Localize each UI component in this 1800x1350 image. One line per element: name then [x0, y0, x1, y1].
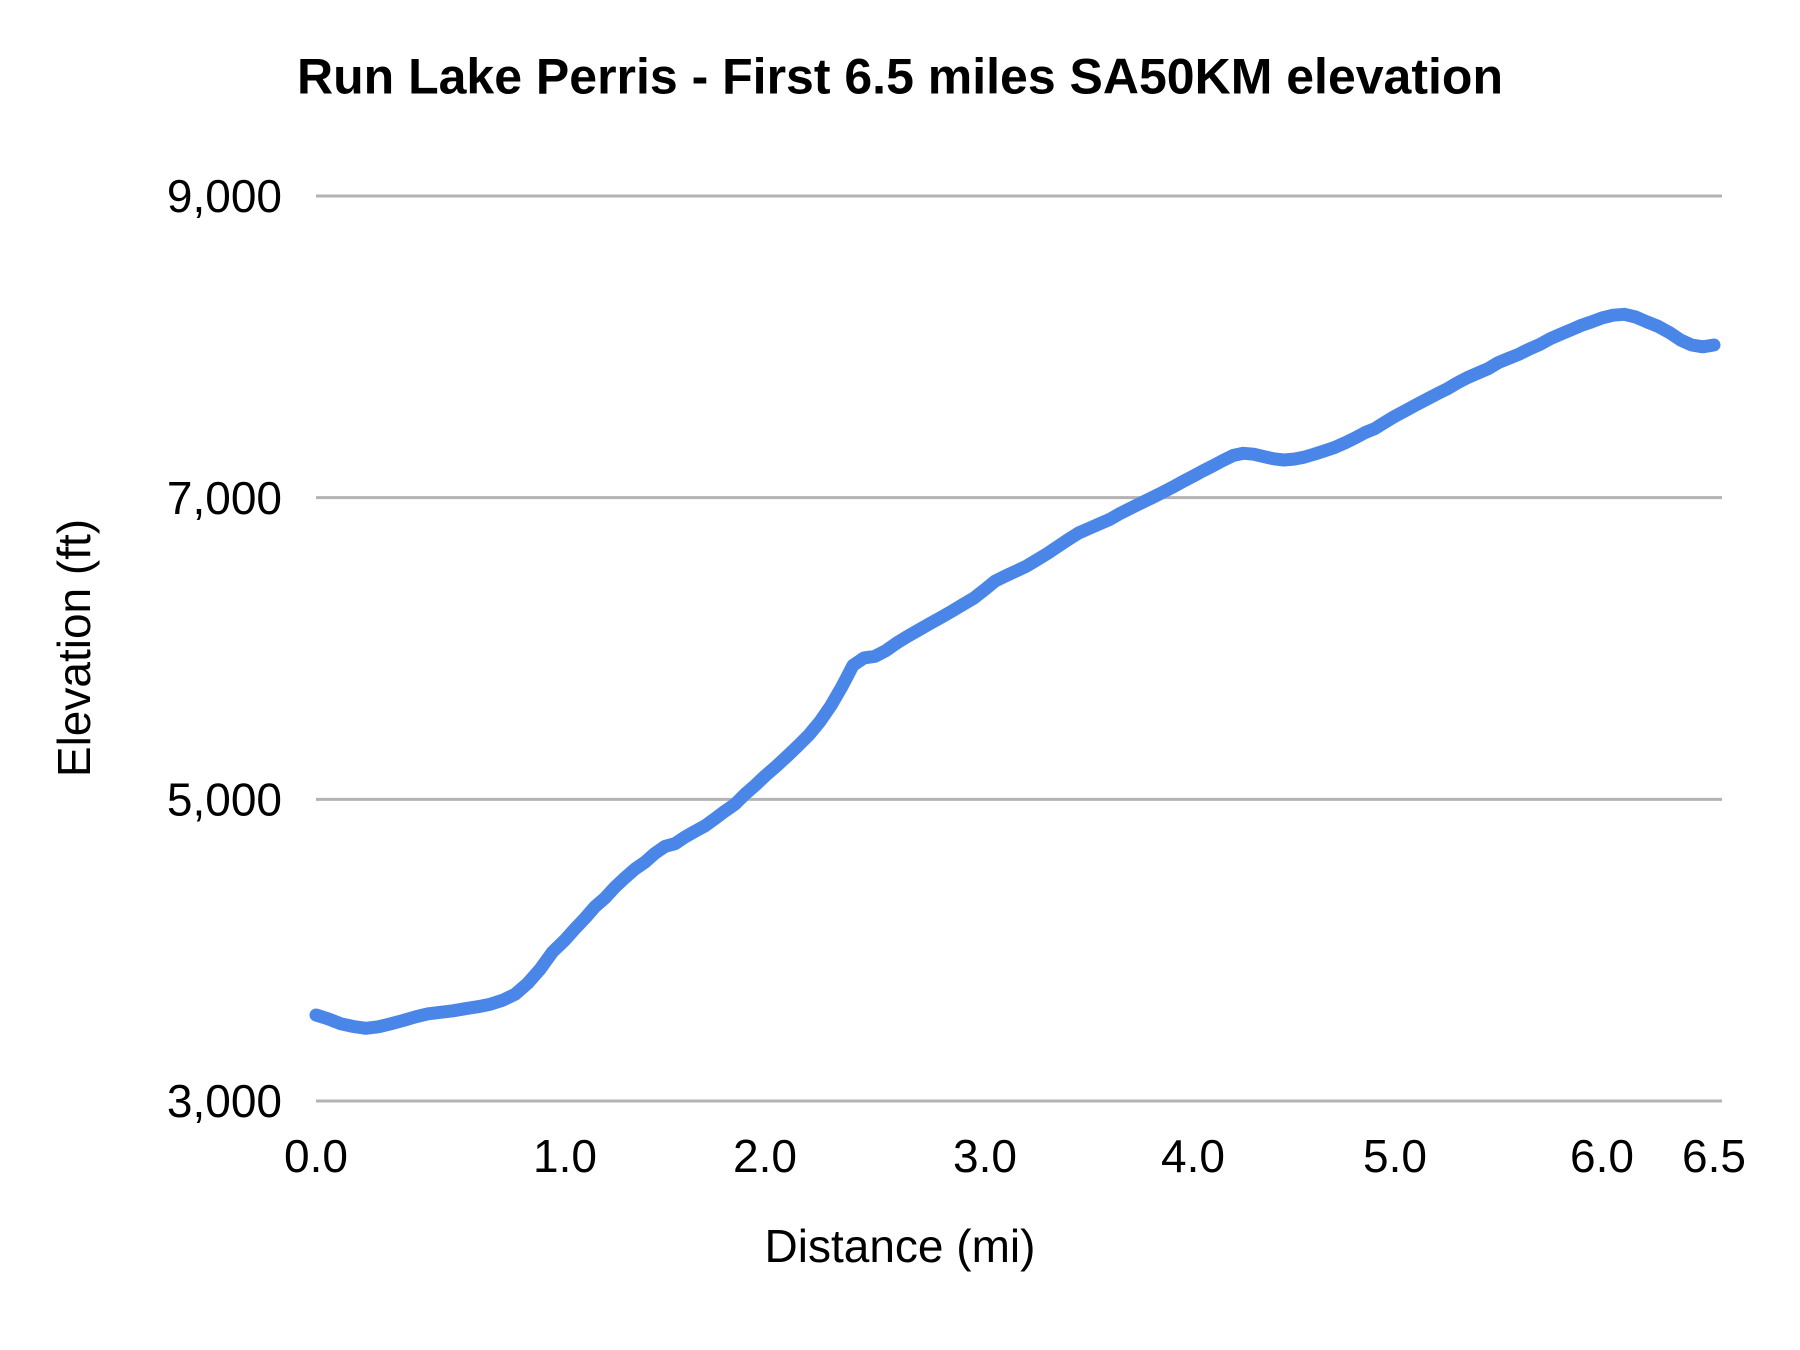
x-axis-title: Distance (mi)	[765, 1220, 1036, 1272]
x-tick-label: 0.0	[284, 1130, 348, 1182]
x-tick-label: 5.0	[1363, 1130, 1427, 1182]
y-tick-label: 5,000	[167, 773, 282, 825]
y-axis-tick-labels: 3,000 5,000 7,000 9,000	[167, 170, 282, 1127]
elevation-series-line	[309, 307, 1721, 1035]
x-axis-tick-labels: 0.0 1.0 2.0 3.0 4.0 5.0 6.0 6.5	[284, 1130, 1746, 1182]
gridlines	[316, 194, 1722, 1103]
y-tick-label: 9,000	[167, 170, 282, 222]
x-tick-label: 3.0	[953, 1130, 1017, 1182]
x-tick-label: 4.0	[1161, 1130, 1225, 1182]
x-tick-label: 2.0	[733, 1130, 797, 1182]
y-axis-title: Elevation (ft)	[48, 519, 100, 777]
x-tick-label: 6.0	[1570, 1130, 1634, 1182]
x-tick-label: 6.5	[1682, 1130, 1746, 1182]
y-tick-label: 3,000	[167, 1075, 282, 1127]
chart-title: Run Lake Perris - First 6.5 miles SA50KM…	[297, 49, 1503, 105]
y-tick-label: 7,000	[167, 472, 282, 524]
x-tick-label: 1.0	[533, 1130, 597, 1182]
